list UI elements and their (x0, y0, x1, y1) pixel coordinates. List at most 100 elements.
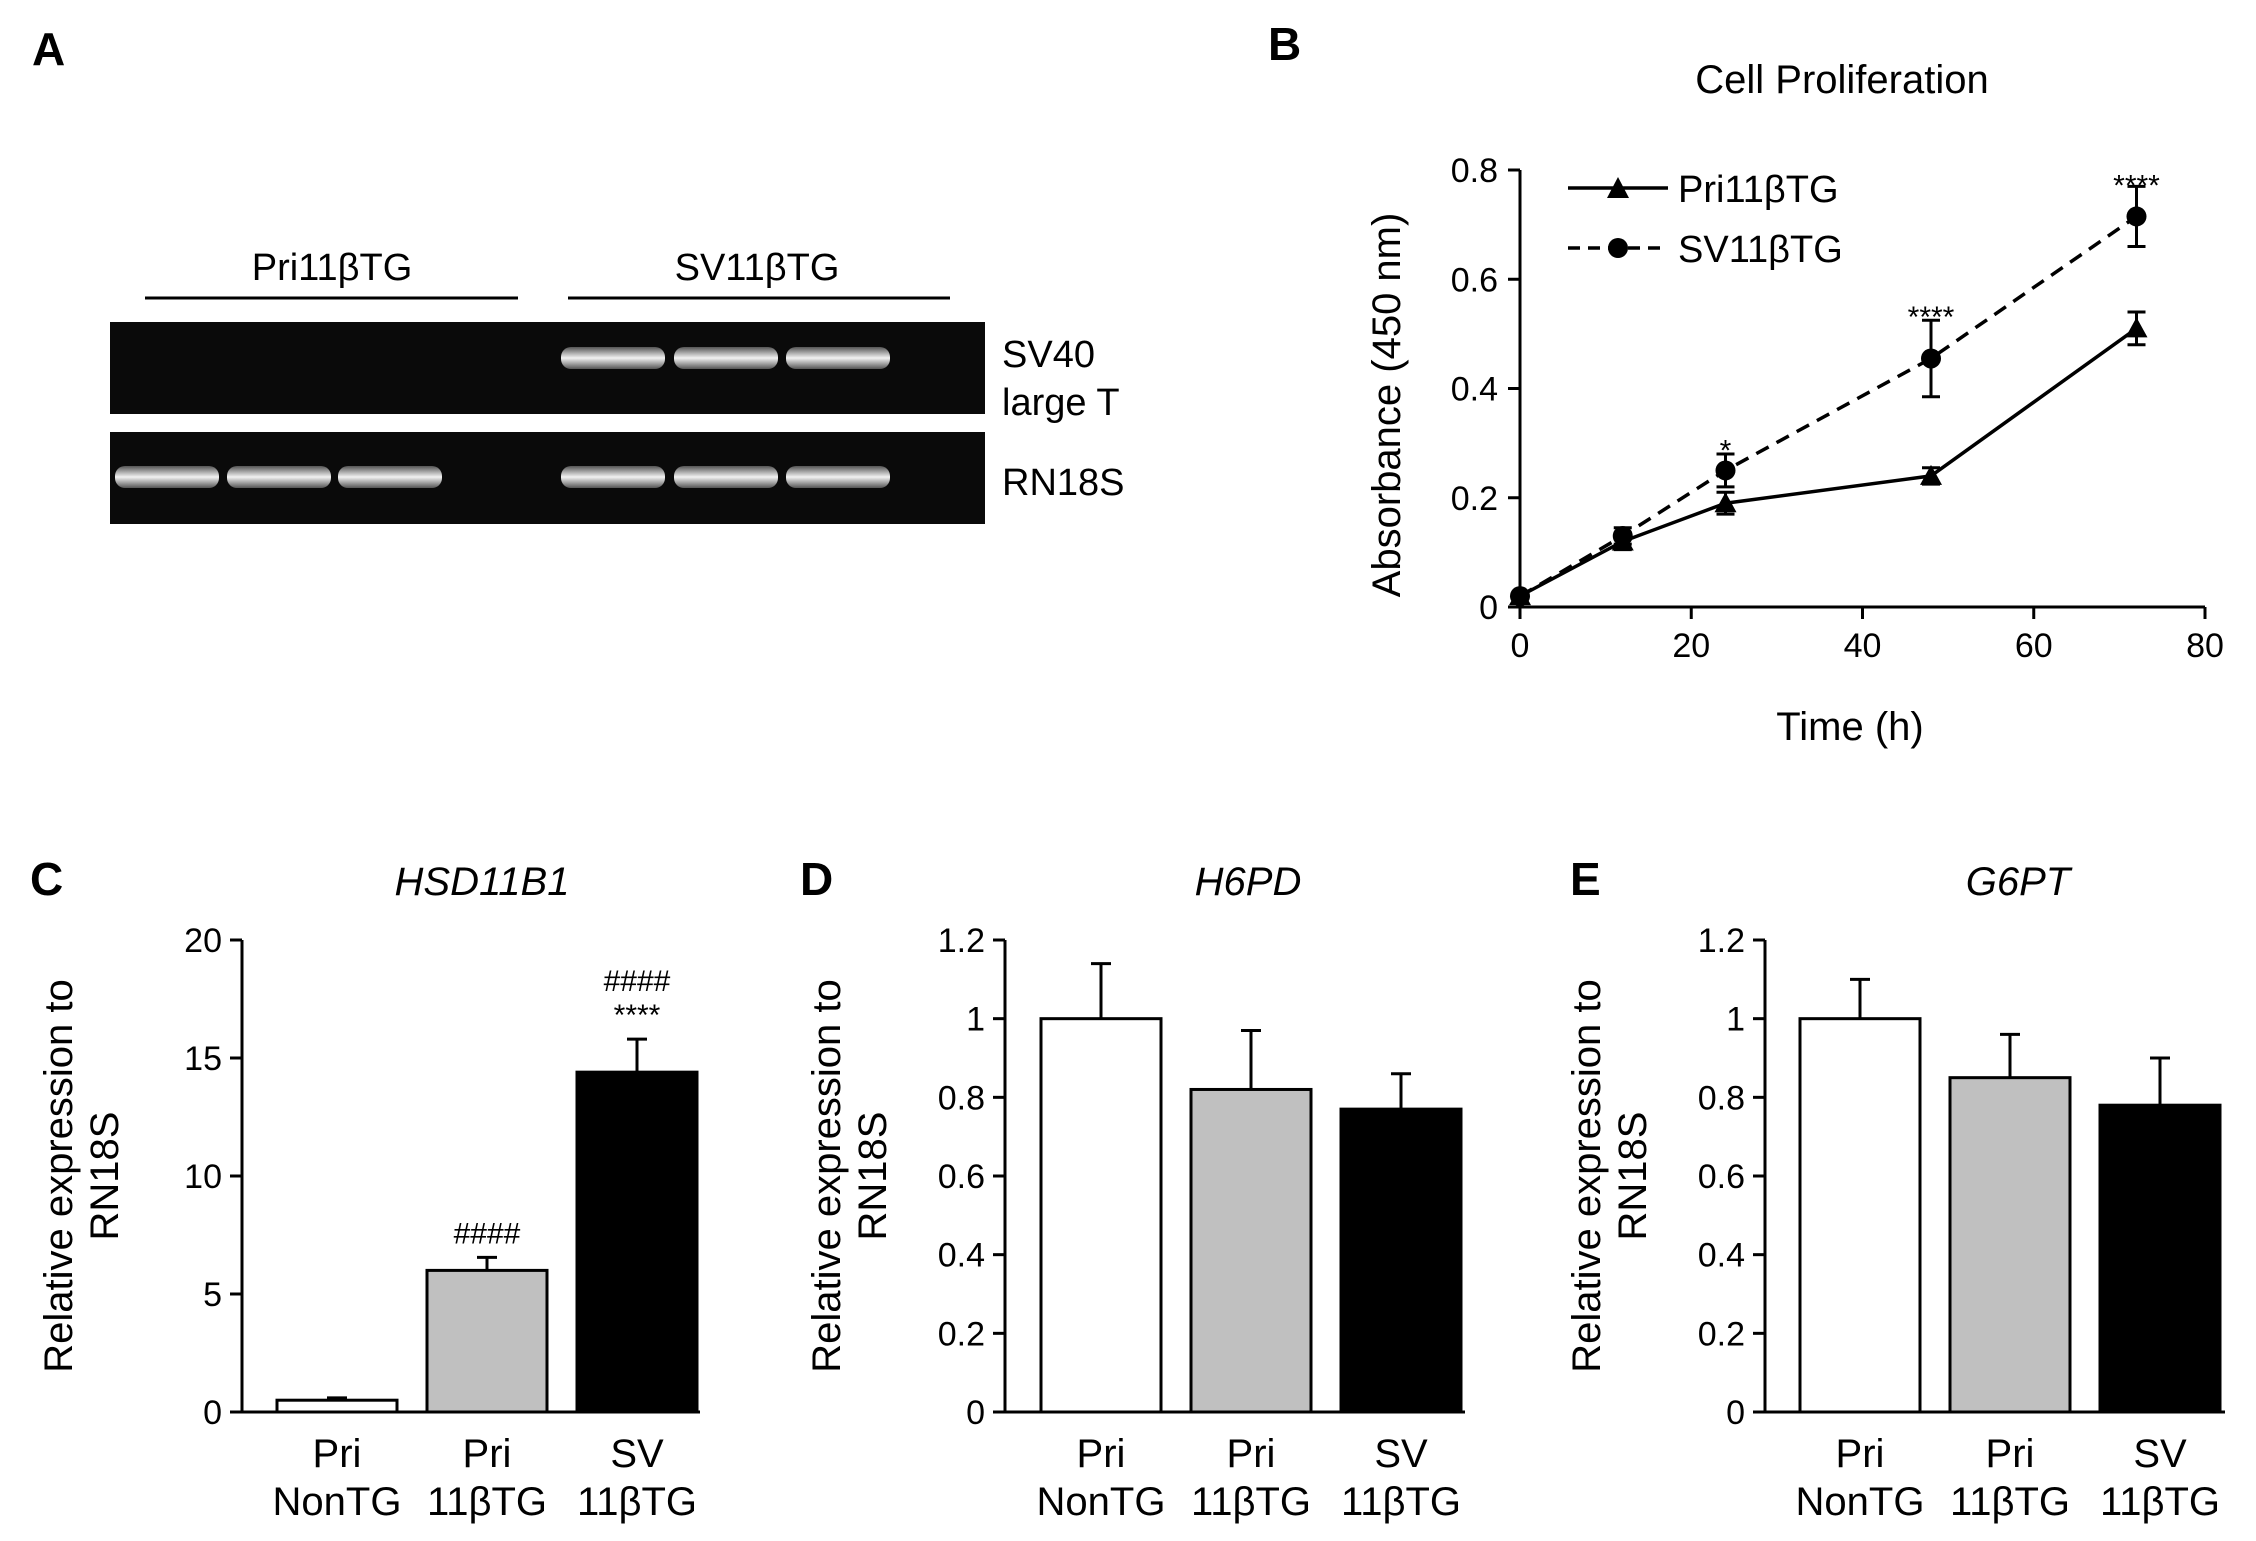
chart-e-y-tick-label: 0 (1726, 1394, 1745, 1432)
chart-d-category-label-line2: NonTG (1037, 1480, 1166, 1524)
chart-b-ylabel: Absorbance (450 nm) (1365, 213, 1409, 598)
chart-c-category-label-line2: NonTG (273, 1480, 402, 1524)
gel-row-label-rn18s: RN18S (1002, 462, 1125, 504)
chart-b-y-tick-label: 0.2 (1451, 480, 1498, 518)
legend-marker-circle (1608, 238, 1628, 258)
chart-b-x-tick-label: 80 (2186, 627, 2224, 665)
chart-c-bar-3 (575, 1070, 699, 1414)
chart-e-y-tick-label: 0.4 (1698, 1237, 1745, 1275)
data-point-circle (1612, 525, 1633, 546)
chart-c-plot: Relative expression to RN18S05101520PriNo… (37, 922, 700, 1524)
chart-c-category-label-line1: Pri (313, 1432, 362, 1476)
chart-d-bar-3 (1339, 1107, 1463, 1414)
chart-e-ylabel-line2: RN18S (1611, 1112, 1655, 1241)
data-point-circle (1715, 460, 1736, 481)
chart-c-category-label-line2: 11βTG (577, 1480, 697, 1524)
chart-e-y-tick-label: 0.6 (1698, 1158, 1745, 1196)
gel-band (227, 466, 331, 488)
chart-b-y-tick-label: 0.4 (1451, 371, 1498, 409)
chart-c-ylabel-line1: Relative expression to (37, 979, 81, 1373)
chart-d-ylabel-line1: Relative expression to (805, 979, 849, 1373)
gel-band (674, 347, 778, 369)
data-point-circle (2126, 206, 2147, 227)
legend-label-pri11btg: Pri11βTG (1678, 169, 1839, 211)
chart-d-y-tick-label: 0 (966, 1394, 985, 1432)
chart-d-title: H6PD (1195, 860, 1302, 904)
gel-band (338, 466, 442, 488)
chart-e-category-label-line2: NonTG (1796, 1480, 1925, 1524)
chart-e-bar-1 (1798, 1017, 1922, 1414)
chart-e-y-tick-label: 0.8 (1698, 1079, 1745, 1117)
gel-row-label-sv40-line1: SV40 (1002, 334, 1095, 376)
significance-marker: **** (1908, 301, 1955, 334)
chart-b-x-tick-label: 40 (1844, 627, 1882, 665)
chart-d-category-label-line1: SV (1374, 1432, 1428, 1476)
chart-c-significance-marker: #### (454, 1217, 521, 1250)
panel-letter-a: A (32, 23, 65, 75)
gel-row-label-sv40-line2: large T (1002, 382, 1120, 424)
panel-c: C HSD11B1 Relative expression to RN18S 0 5 1… (30, 853, 700, 1524)
data-point-triangle (1714, 492, 1737, 513)
chart-b-title: Cell Proliferation (1695, 58, 1988, 102)
gel-group-label-pri11btg: Pri11βTG (252, 247, 413, 289)
chart-b-y-tick-label: 0 (1479, 589, 1498, 627)
chart-d-y-tick-label: 0.6 (938, 1158, 985, 1196)
chart-d-category-label-line1: Pri (1077, 1432, 1126, 1476)
chart-b-legend: Pri11βTG SV11βTG (1568, 169, 1843, 271)
chart-e-bar-3 (2098, 1103, 2222, 1414)
gel-rows (110, 322, 985, 524)
gel-band (786, 347, 890, 369)
panel-b: B Cell Proliferation Time (h) Absorbance… (1268, 18, 2224, 749)
chart-b-y-tick-label: 0.6 (1451, 261, 1498, 299)
legend-marker-triangle (1607, 177, 1629, 198)
chart-c-title: HSD11B1 (395, 860, 570, 904)
chart-d-y-tick-label: 0.8 (938, 1079, 985, 1117)
gel-band (115, 466, 219, 488)
panel-letter-d: D (800, 853, 833, 905)
chart-c-y-tick-label: 0 (203, 1394, 222, 1432)
chart-c-significance-marker: #### (604, 965, 671, 998)
significance-marker: **** (2113, 170, 2160, 203)
gel-band (674, 466, 778, 488)
chart-d-category-label-line2: 11βTG (1191, 1480, 1311, 1524)
panel-a: A Pri11βTG SV11βTG SV40 large T RN18S (32, 23, 1125, 524)
gel-group-label-sv11btg: SV11βTG (675, 247, 840, 289)
chart-e-title: G6PT (1966, 860, 2073, 904)
chart-c-y-tick-label: 15 (184, 1040, 222, 1078)
chart-d-y-tick-label: 0.4 (938, 1237, 985, 1275)
panel-e: E G6PT Relative expression to RN18S 0 0.2 0.… (1565, 853, 2225, 1524)
chart-c-y-tick-label: 10 (184, 1158, 222, 1196)
chart-d-y-tick-label: 1.2 (938, 922, 985, 960)
chart-c-bar-2 (425, 1268, 549, 1414)
gel-band (561, 347, 665, 369)
panel-letter-e: E (1570, 853, 1601, 905)
chart-c-ylabel-line2: RN18S (83, 1112, 127, 1241)
data-point-circle (1921, 348, 1941, 369)
chart-d-y-tick-label: 1 (966, 1001, 985, 1039)
chart-b-x-tick-label: 0 (1511, 627, 1530, 665)
chart-c-significance-marker: **** (614, 999, 661, 1032)
series-line-Pri11βTG (1519, 326, 2138, 598)
chart-b-xlabel: Time (h) (1776, 705, 1923, 749)
chart-c-category-label-line1: Pri (463, 1432, 512, 1476)
chart-d-y-tick-label: 0.2 (938, 1315, 985, 1353)
chart-e-ylabel-line1: Relative expression to (1565, 979, 1609, 1373)
gel-band (561, 466, 665, 488)
chart-d-plot: Relative expression to RN18S 0 0.2 0.4 0.6 0.8… (805, 922, 1465, 1524)
panel-letter-c: C (30, 853, 63, 905)
chart-d-category-label-line2: 11βTG (1341, 1480, 1461, 1524)
chart-c-y-tick-label: 5 (203, 1276, 222, 1314)
chart-b-x-tick-label: 60 (2015, 627, 2053, 665)
chart-e-category-label-line1: SV (2133, 1432, 2187, 1476)
data-point-triangle (1920, 464, 1942, 485)
chart-c-bar-1 (275, 1398, 399, 1414)
chart-c-y-tick-label: 20 (184, 922, 222, 960)
chart-e-y-tick-label: 1 (1726, 1001, 1745, 1039)
chart-e-category-label-line1: Pri (1836, 1432, 1885, 1476)
chart-b-plot: 00.20.40.60.80 20 40 60 80********* (1451, 152, 2224, 665)
data-point-circle (1510, 586, 1530, 607)
chart-d-bar-2 (1189, 1087, 1313, 1414)
legend-label-sv11btg: SV11βTG (1678, 229, 1843, 271)
chart-e-category-label-line2: 11βTG (1950, 1480, 2070, 1524)
